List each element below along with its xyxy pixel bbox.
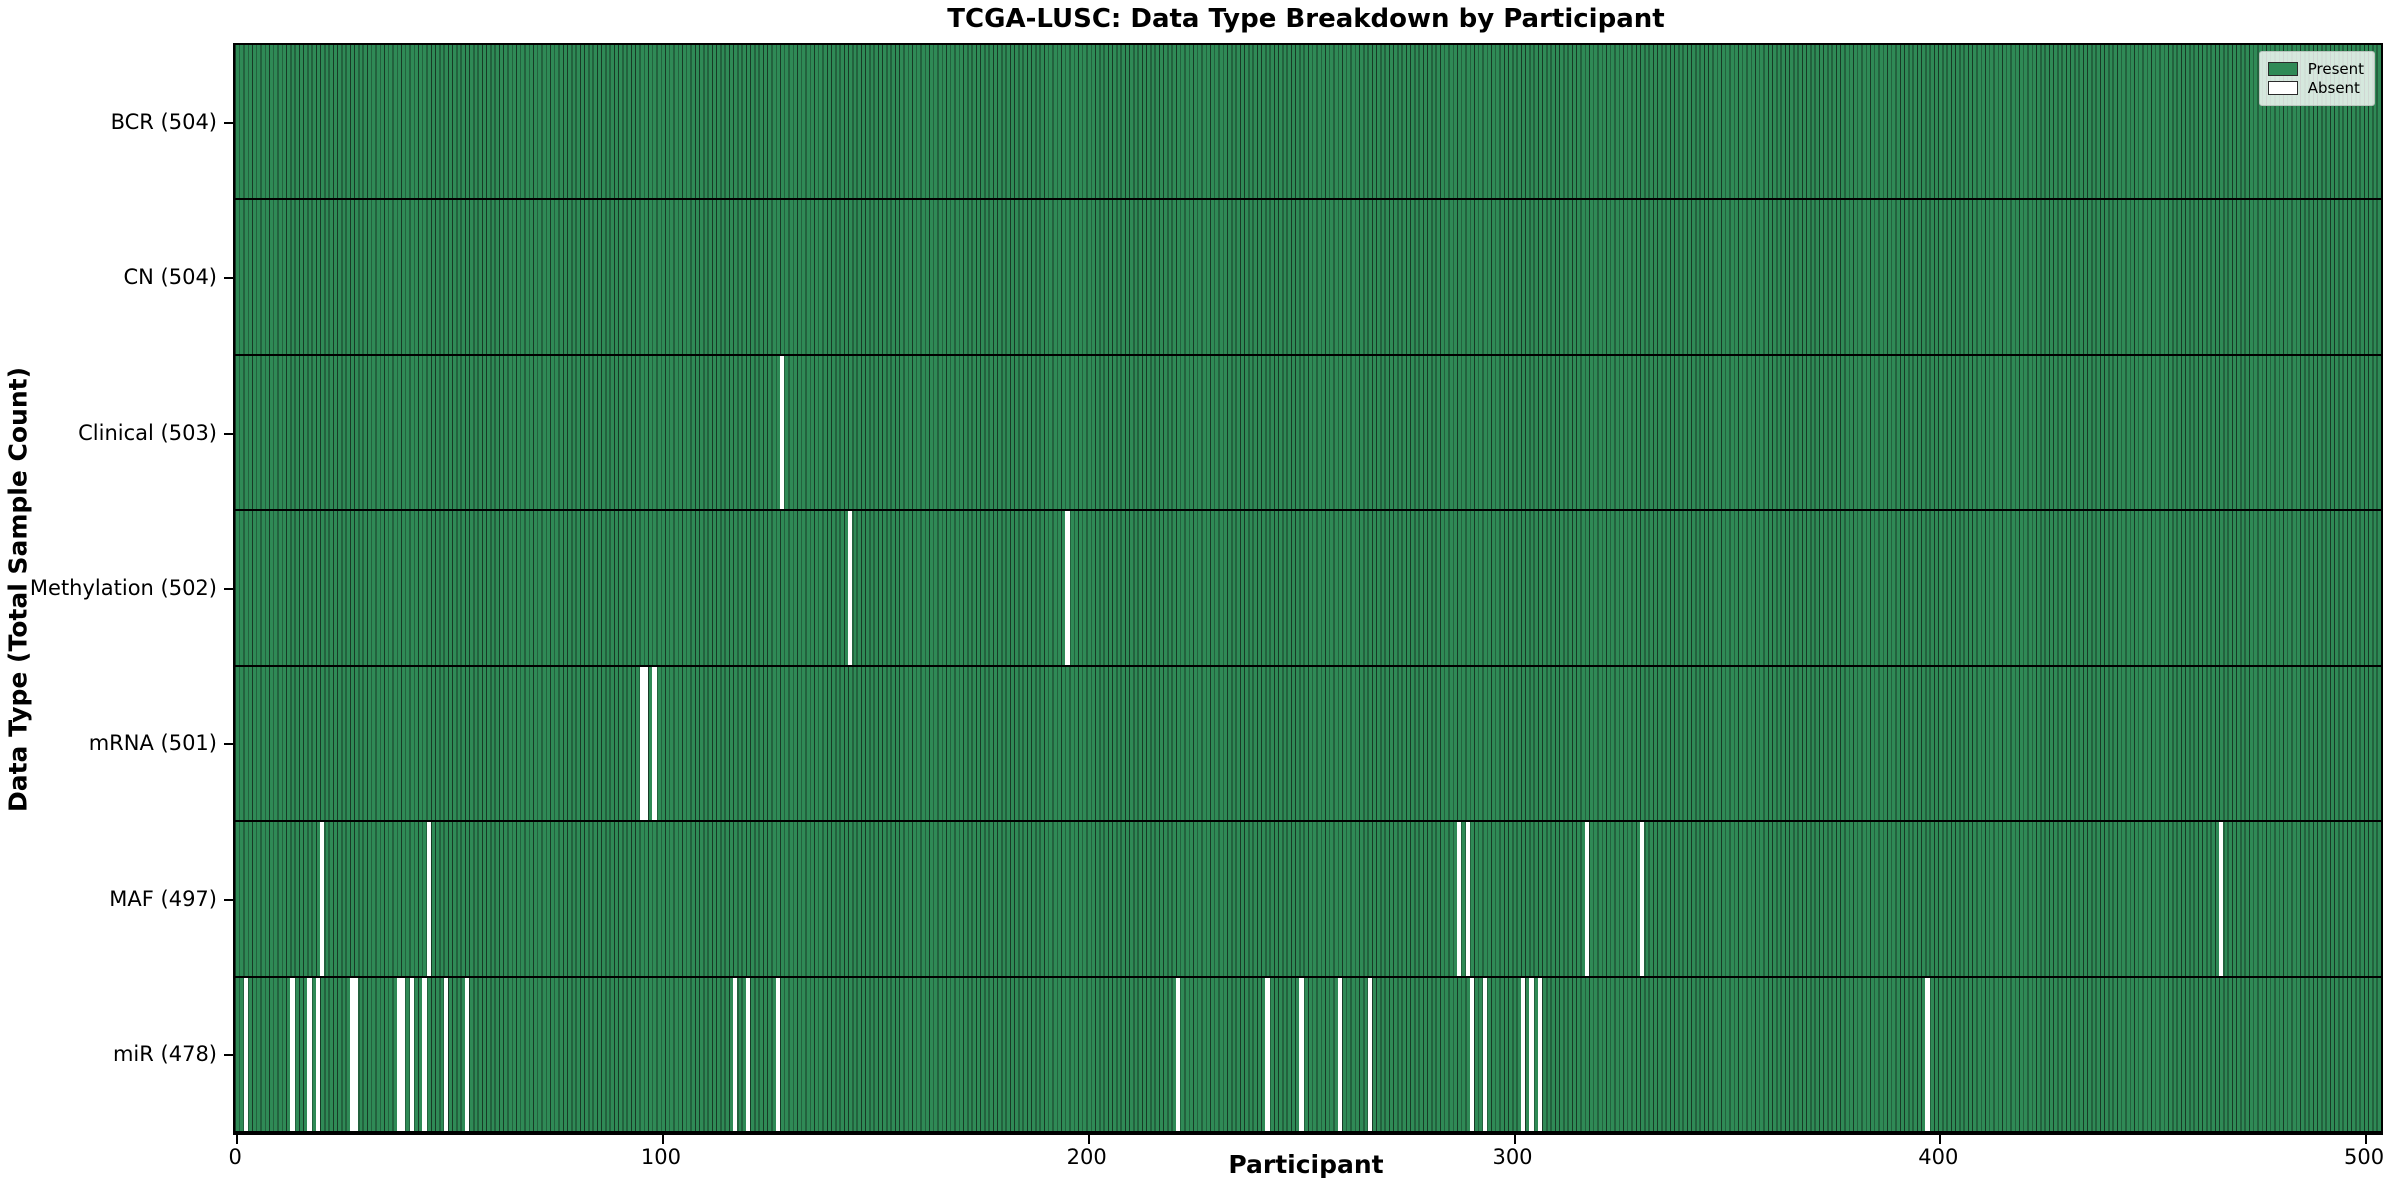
x-tick-label-500: 500	[2344, 1145, 2385, 1169]
absent-gap	[639, 666, 644, 821]
absent-gap	[1337, 977, 1343, 1131]
chart-title: TCGA-LUSC: Data Type Breakdown by Partic…	[947, 4, 1665, 34]
absent-gap	[443, 977, 448, 1131]
plot-area: Present Absent	[233, 43, 2383, 1135]
absent-gap	[1584, 822, 1590, 976]
y-tick-label-clinical: Clinical (503)	[78, 420, 217, 445]
absent-gap	[1299, 977, 1304, 1131]
absent-gap	[1457, 822, 1462, 976]
y-tick-label-maf: MAF (497)	[109, 886, 217, 911]
absent-gap	[1925, 977, 1930, 1131]
x-tick-label-300: 300	[1492, 1145, 1533, 1169]
absent-gap	[243, 977, 248, 1131]
y-tick	[224, 277, 233, 280]
y-tick	[224, 1054, 233, 1057]
absent-gap	[1482, 977, 1487, 1131]
y-tick	[224, 898, 233, 901]
absent-gap	[1265, 977, 1270, 1131]
x-axis-label: Participant	[1228, 1150, 1384, 1179]
row-clinical	[235, 355, 2381, 512]
x-tick	[1087, 1135, 1090, 1144]
row-cn	[235, 200, 2381, 356]
x-tick-label-0: 0	[228, 1145, 242, 1169]
absent-gap	[733, 977, 738, 1131]
absent-gap	[848, 511, 853, 665]
absent-gap	[464, 977, 470, 1131]
y-tick	[224, 588, 233, 590]
y-tick-label-mrna: mRNA (501)	[88, 731, 217, 756]
x-tick	[236, 1135, 239, 1144]
absent-gap	[1367, 977, 1372, 1131]
absent-gap	[290, 977, 295, 1131]
y-tick-label-methylation: Methylation (502)	[29, 576, 217, 600]
y-tick	[224, 743, 233, 746]
absent-gap	[426, 822, 431, 976]
legend-present-swatch	[2267, 62, 2298, 76]
legend: Present Absent	[2258, 51, 2375, 106]
absent-gap	[396, 977, 402, 1131]
y-tick-label-cn: CN (504)	[123, 265, 217, 290]
legend-present-label: Present	[2307, 60, 2364, 78]
y-tick-label-bcr: BCR (504)	[110, 109, 217, 134]
legend-absent-swatch	[2267, 81, 2298, 95]
absent-gap	[315, 977, 321, 1131]
row-methylation	[235, 511, 2381, 667]
absent-gap	[422, 977, 427, 1131]
x-tick	[661, 1135, 664, 1144]
row-mir	[235, 977, 2381, 1133]
x-tick	[2365, 1135, 2368, 1144]
absent-gap	[401, 977, 406, 1131]
absent-gap	[643, 666, 648, 821]
absent-gap	[320, 822, 325, 976]
absent-gap	[1640, 822, 1645, 976]
x-tick-label-100: 100	[640, 1145, 681, 1169]
x-tick-label-400: 400	[1918, 1145, 1959, 1169]
x-tick	[1513, 1135, 1516, 1144]
y-tick-label-mir: miR (478)	[112, 1042, 217, 1067]
absent-gap	[1469, 977, 1475, 1131]
absent-gap	[1176, 977, 1181, 1131]
absent-gap	[1465, 822, 1470, 976]
absent-gap	[307, 977, 312, 1131]
absent-gap	[780, 355, 785, 510]
absent-gap	[409, 977, 414, 1131]
row-mrna	[235, 666, 2381, 823]
absent-gap	[775, 977, 780, 1131]
absent-gap	[745, 977, 751, 1131]
y-tick	[224, 121, 233, 124]
x-tick-label-200: 200	[1066, 1145, 1107, 1169]
absent-gap	[354, 977, 359, 1131]
absent-gap	[2219, 822, 2224, 976]
absent-gap	[1065, 511, 1070, 665]
legend-entry-absent: Absent	[2267, 79, 2364, 97]
absent-gap	[652, 666, 657, 821]
row-maf	[235, 822, 2381, 978]
absent-gap	[1520, 977, 1526, 1131]
y-tick	[224, 432, 233, 435]
absent-gap	[1529, 977, 1534, 1131]
legend-absent-label: Absent	[2307, 79, 2360, 97]
x-tick	[1939, 1135, 1942, 1144]
legend-entry-present: Present	[2267, 60, 2364, 78]
absent-gap	[349, 977, 355, 1131]
row-bcr	[235, 45, 2381, 201]
absent-gap	[1537, 977, 1543, 1131]
